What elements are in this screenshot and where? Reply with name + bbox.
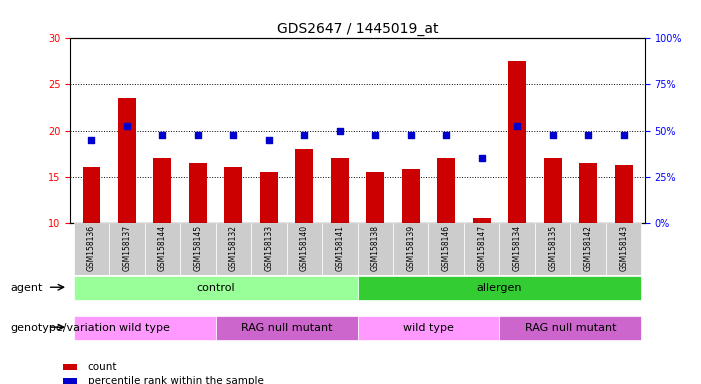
Bar: [260, 172, 278, 223]
Bar: [615, 165, 632, 223]
Text: GSM158145: GSM158145: [193, 225, 203, 271]
FancyBboxPatch shape: [499, 316, 641, 340]
Point: [86, 137, 97, 143]
Text: GSM158138: GSM158138: [371, 225, 380, 271]
Text: GSM158137: GSM158137: [123, 225, 131, 271]
Title: GDS2647 / 1445019_at: GDS2647 / 1445019_at: [277, 22, 438, 36]
Point: [441, 132, 452, 138]
FancyBboxPatch shape: [606, 223, 641, 275]
Bar: [83, 167, 100, 223]
Point: [263, 137, 274, 143]
Text: GSM158143: GSM158143: [619, 225, 628, 271]
Bar: [402, 169, 420, 223]
FancyBboxPatch shape: [74, 223, 109, 275]
Text: GSM158146: GSM158146: [442, 225, 451, 271]
Point: [299, 132, 310, 138]
Text: GSM158136: GSM158136: [87, 225, 96, 271]
Text: GSM158134: GSM158134: [512, 225, 522, 271]
Bar: [224, 167, 242, 223]
Text: GSM158135: GSM158135: [548, 225, 557, 271]
Text: count: count: [88, 362, 117, 372]
Point: [228, 132, 239, 138]
Point: [121, 123, 132, 129]
Text: GSM158139: GSM158139: [407, 225, 415, 271]
Bar: [189, 163, 207, 223]
Text: allergen: allergen: [477, 283, 522, 293]
FancyBboxPatch shape: [499, 223, 535, 275]
Bar: [544, 158, 562, 223]
FancyBboxPatch shape: [358, 223, 393, 275]
Bar: [154, 158, 171, 223]
Bar: [295, 149, 313, 223]
Point: [618, 132, 629, 138]
FancyBboxPatch shape: [109, 223, 144, 275]
FancyBboxPatch shape: [322, 223, 358, 275]
FancyBboxPatch shape: [251, 223, 287, 275]
Text: GSM158144: GSM158144: [158, 225, 167, 271]
FancyBboxPatch shape: [358, 316, 499, 340]
Text: genotype/variation: genotype/variation: [11, 323, 116, 333]
FancyBboxPatch shape: [428, 223, 464, 275]
Point: [334, 127, 346, 134]
Text: wild type: wild type: [403, 323, 454, 333]
FancyBboxPatch shape: [144, 223, 180, 275]
FancyBboxPatch shape: [74, 316, 216, 340]
Bar: [508, 61, 526, 223]
Text: wild type: wild type: [119, 323, 170, 333]
FancyBboxPatch shape: [358, 276, 641, 300]
FancyBboxPatch shape: [464, 223, 499, 275]
Point: [512, 123, 523, 129]
Point: [547, 132, 558, 138]
Point: [405, 132, 416, 138]
Text: agent: agent: [11, 283, 43, 293]
FancyBboxPatch shape: [180, 223, 216, 275]
FancyBboxPatch shape: [535, 223, 571, 275]
Text: GSM158142: GSM158142: [584, 225, 592, 271]
Bar: [118, 98, 136, 223]
Text: GSM158132: GSM158132: [229, 225, 238, 271]
Bar: [437, 158, 455, 223]
Bar: [331, 158, 348, 223]
FancyBboxPatch shape: [571, 223, 606, 275]
Text: GSM158133: GSM158133: [264, 225, 273, 271]
Point: [369, 132, 381, 138]
Point: [476, 155, 487, 161]
FancyBboxPatch shape: [216, 223, 251, 275]
FancyBboxPatch shape: [287, 223, 322, 275]
FancyBboxPatch shape: [393, 223, 428, 275]
Text: GSM158140: GSM158140: [300, 225, 308, 271]
Text: RAG null mutant: RAG null mutant: [524, 323, 616, 333]
Text: control: control: [196, 283, 235, 293]
Text: percentile rank within the sample: percentile rank within the sample: [88, 376, 264, 384]
Bar: [473, 218, 491, 223]
Text: GSM158147: GSM158147: [477, 225, 486, 271]
Point: [583, 132, 594, 138]
Bar: [579, 163, 597, 223]
Point: [192, 132, 203, 138]
FancyBboxPatch shape: [216, 316, 358, 340]
Text: GSM158141: GSM158141: [335, 225, 344, 271]
FancyBboxPatch shape: [74, 276, 358, 300]
Text: RAG null mutant: RAG null mutant: [241, 323, 332, 333]
Point: [157, 132, 168, 138]
Bar: [367, 172, 384, 223]
